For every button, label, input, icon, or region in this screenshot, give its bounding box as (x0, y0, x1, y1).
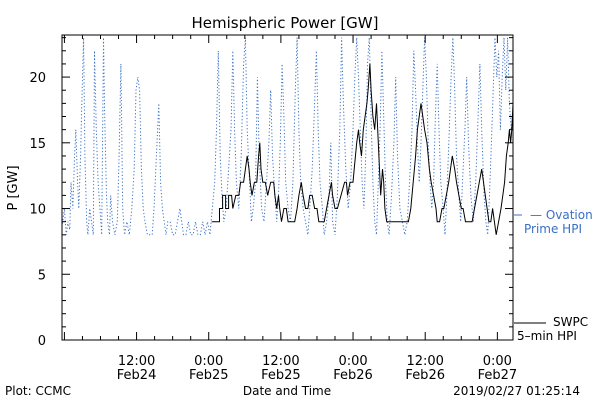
x-tick-time-label: 0:00 (338, 354, 367, 369)
x-tick-date-label: Feb26 (405, 368, 445, 383)
x-tick-date-label: Feb24 (117, 368, 157, 383)
x-axis-ticks: 12:00Feb240:00Feb2512:00Feb250:00Feb2612… (63, 35, 518, 383)
swpc-legend-label-1: SWPC (553, 315, 588, 329)
x-tick-date-label: Feb25 (261, 368, 301, 383)
footer-timestamp: 2019/02/27 01:25:14 (453, 384, 580, 398)
x-tick-date-label: Feb25 (189, 368, 229, 383)
ovation-legend-label-1: — Ovation (530, 208, 593, 222)
chart-title: Hemispheric Power [GW] (192, 14, 379, 32)
x-tick-date-label: Feb27 (478, 368, 518, 383)
footer-credit: Plot: CCMC (5, 384, 71, 398)
x-tick-time-label: 12:00 (118, 354, 155, 369)
x-axis-label: Date and Time (243, 384, 331, 398)
ovation-prime-hpi-line (61, 37, 514, 236)
ovation-legend-label-2: Prime HPI (524, 222, 582, 236)
ovation-prime-hpi-series (61, 37, 514, 236)
y-tick-label: 10 (29, 203, 46, 218)
y-tick-label: 15 (29, 137, 46, 152)
x-tick-time-label: 12:00 (406, 354, 443, 369)
x-tick-date-label: Feb26 (333, 368, 373, 383)
y-tick-label: 0 (38, 334, 46, 349)
plot-frame (61, 34, 514, 341)
swpc-hpi-series (211, 63, 514, 235)
y-tick-label: 5 (38, 268, 46, 283)
x-tick-time-label: 0:00 (483, 354, 512, 369)
y-tick-label: 20 (29, 71, 46, 86)
y-axis-label: P [GW] (6, 165, 21, 210)
y-axis-ticks: 0 5 10 15 20 (29, 37, 513, 349)
x-tick-time-label: 0:00 (194, 354, 223, 369)
swpc-legend-label-2: 5–min HPI (517, 329, 577, 343)
swpc-hpi-line (211, 63, 514, 235)
x-tick-time-label: 12:00 (262, 354, 299, 369)
